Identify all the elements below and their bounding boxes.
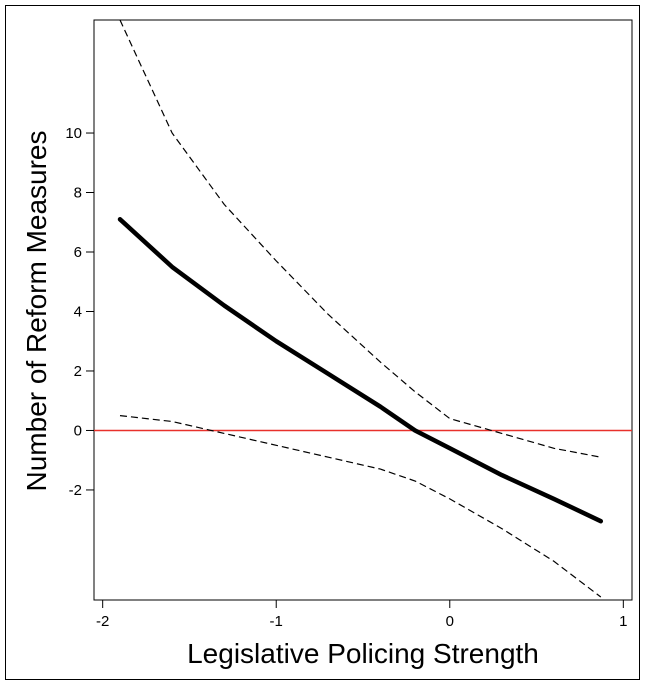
series-estimate <box>117 217 604 524</box>
outer-frame <box>5 5 640 680</box>
x-tick-label: 1 <box>619 613 627 630</box>
y-tick-label: -2 <box>69 482 82 499</box>
x-tick-label: -1 <box>270 613 283 630</box>
y-axis-title: Number of Reform Measures <box>21 130 52 491</box>
y-tick-label: 2 <box>74 363 82 380</box>
y-tick-label: 6 <box>74 244 82 261</box>
plot-area <box>93 19 633 601</box>
x-axis-title: Legislative Policing Strength <box>187 638 539 669</box>
x-tick-label: 0 <box>446 613 454 630</box>
y-tick-label: 4 <box>74 303 82 320</box>
x-tick-label: -2 <box>96 613 109 630</box>
y-axis: -2 0 2 4 6 8 10 <box>65 125 94 499</box>
plot-border <box>93 19 633 601</box>
y-tick-label: 0 <box>74 422 82 439</box>
series-lower-bound <box>119 415 602 598</box>
x-axis: -2 -1 0 1 <box>96 600 627 630</box>
y-tick-label: 10 <box>65 125 82 142</box>
y-tick-label: 8 <box>74 185 82 202</box>
series-upper-bound <box>119 19 601 458</box>
